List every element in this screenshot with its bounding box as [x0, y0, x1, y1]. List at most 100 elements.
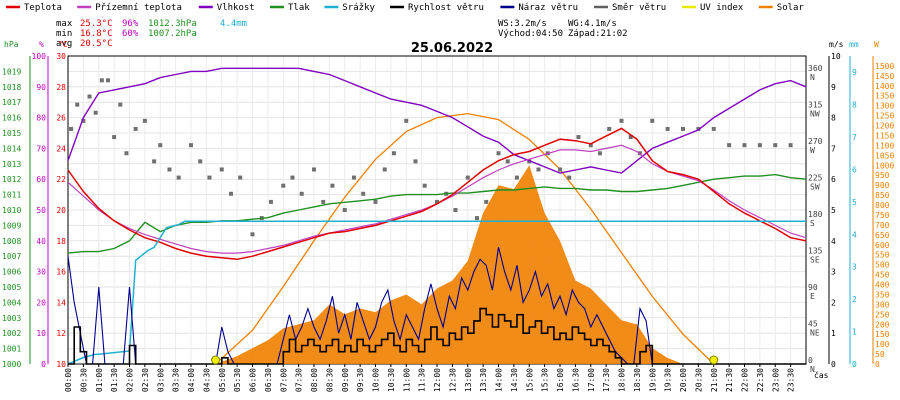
- axis-mm-tick: 8: [852, 101, 857, 110]
- stat-min-label: min: [56, 29, 72, 39]
- axis-dir-tick: 135: [808, 247, 823, 256]
- axis-pct-tick: 100: [32, 52, 47, 61]
- wind-dir-point: [99, 78, 104, 83]
- legend-label-6: Náraz větru: [518, 3, 578, 13]
- wind-dir-point: [558, 167, 562, 172]
- wind-dir-point: [142, 118, 147, 123]
- wind-dir-point: [268, 199, 273, 204]
- axis-dir-tick: 0: [808, 356, 813, 365]
- wind-dir-point: [133, 126, 138, 131]
- axis-pct-tick: 70: [36, 144, 46, 153]
- axis-x-tick: 03:00: [156, 368, 165, 392]
- wind-dir-point: [484, 199, 489, 204]
- axis-hpa-tick: 1018: [2, 83, 21, 92]
- axis-dir-tick: 270: [808, 137, 823, 146]
- axis-temp-tick: 20: [56, 206, 66, 215]
- axis-dir-label: SE: [810, 256, 820, 265]
- wind-dir-point: [711, 126, 716, 131]
- axis-hpa-tick: 1012: [2, 175, 21, 184]
- axis-ms-tick: 5: [831, 206, 836, 215]
- axis-x-tick: 07:30: [295, 368, 304, 392]
- axis-dir-label: NE: [810, 329, 820, 338]
- axis-dir-label: NW: [810, 110, 820, 119]
- axis-mm-unit: mm: [849, 40, 859, 49]
- axis-temp-tick: 24: [56, 144, 66, 153]
- axis-x-tick: 20:30: [694, 368, 703, 392]
- wind-dir-point: [167, 167, 172, 172]
- axis-mm-tick: 2: [852, 295, 857, 304]
- wind-dir-point: [189, 143, 193, 148]
- wind-dir-point: [588, 143, 593, 148]
- wind-dir-point: [773, 143, 778, 148]
- series-solar-clear-sky: [215, 112, 715, 365]
- axis-ms-tick: 7: [831, 144, 836, 153]
- wind-dir-point: [158, 143, 163, 148]
- axis-x-tick: 04:30: [202, 368, 211, 392]
- axis-temp-tick: 22: [56, 175, 66, 184]
- uv-marker: [211, 355, 221, 365]
- axis-x-tick: 14:30: [510, 368, 519, 392]
- wind-dir-point: [757, 143, 762, 148]
- axis-x-tick: 18:00: [618, 368, 627, 392]
- axis-hpa-tick: 1015: [2, 129, 21, 138]
- axis-x-tick: 00:00: [64, 368, 73, 392]
- axis-w-tick: 200: [875, 320, 890, 329]
- axis-mm-tick: 5: [852, 198, 857, 207]
- axis-w-tick: 750: [875, 211, 890, 220]
- axis-temp-tick: 18: [56, 237, 66, 246]
- axis-hpa-tick: 1009: [2, 221, 21, 230]
- axis-dir-tick: 360: [808, 64, 823, 73]
- wind-dir-point: [696, 126, 701, 131]
- axis-hpa-tick: 1005: [2, 283, 21, 292]
- axis-w-tick: 1200: [875, 122, 894, 131]
- axis-pct-tick: 90: [36, 83, 46, 92]
- axis-w-tick: 100: [875, 340, 890, 349]
- axis-w-tick: 500: [875, 261, 890, 270]
- axis-x-tick: 04:00: [187, 368, 196, 392]
- axis-w-tick: 50: [875, 350, 885, 359]
- stat-min-temp: 16.8°C: [80, 29, 113, 39]
- axis-ms-tick: 1: [831, 329, 836, 338]
- axis-x-tick: 22:30: [756, 368, 765, 392]
- uv-marker: [709, 355, 719, 365]
- stat-rain-total: 4.4mm: [220, 19, 247, 29]
- axis-dir-tick: 90: [808, 283, 818, 292]
- axis-x-tick: 14:00: [495, 368, 504, 392]
- axis-pct-tick: 10: [36, 329, 46, 338]
- wind-dir-point: [321, 199, 326, 204]
- wind-dir-point: [87, 94, 92, 99]
- wind-dir-point: [422, 183, 427, 188]
- axis-w-tick: 650: [875, 231, 890, 240]
- axis-x-tick: 23:30: [787, 368, 796, 392]
- legend-label-3: Tlak: [288, 3, 310, 13]
- axis-temp-tick: 26: [56, 114, 66, 123]
- wind-dir-point: [665, 126, 670, 131]
- axis-x-tick: 09:00: [341, 368, 350, 392]
- axis-x-tick: 06:00: [249, 368, 258, 392]
- wind-dir-point: [373, 199, 378, 204]
- axis-dir-label: SW: [810, 183, 820, 192]
- axis-w-tick: 0: [875, 360, 880, 369]
- axis-x-tick: 03:30: [172, 368, 181, 392]
- wind-dir-point: [81, 118, 86, 123]
- wind-dir-point: [112, 135, 117, 140]
- wind-dir-point: [536, 167, 541, 172]
- wind-dir-point: [597, 151, 602, 156]
- legend-label-1: Přízemní teplota: [95, 3, 182, 13]
- axis-hpa-tick: 1004: [2, 298, 21, 307]
- axis-w-tick: 1250: [875, 112, 894, 121]
- axis-mm-tick: 9: [852, 68, 857, 77]
- axis-x-tick: 22:00: [741, 368, 750, 392]
- wind-dir-point: [118, 102, 123, 107]
- axis-x-tick: 16:00: [556, 368, 565, 392]
- axis-x-tick: 05:30: [233, 368, 242, 392]
- axis-w-tick: 850: [875, 191, 890, 200]
- axis-dir-tick: 225: [808, 174, 823, 183]
- legend-label-4: Srážky: [342, 3, 375, 13]
- axis-hpa-tick: 1006: [2, 268, 21, 277]
- axis-pct-tick: 40: [36, 237, 46, 246]
- wind-dir-point: [281, 183, 286, 188]
- axis-pct-tick: 60: [36, 175, 46, 184]
- axis-hpa-tick: 1019: [2, 67, 21, 76]
